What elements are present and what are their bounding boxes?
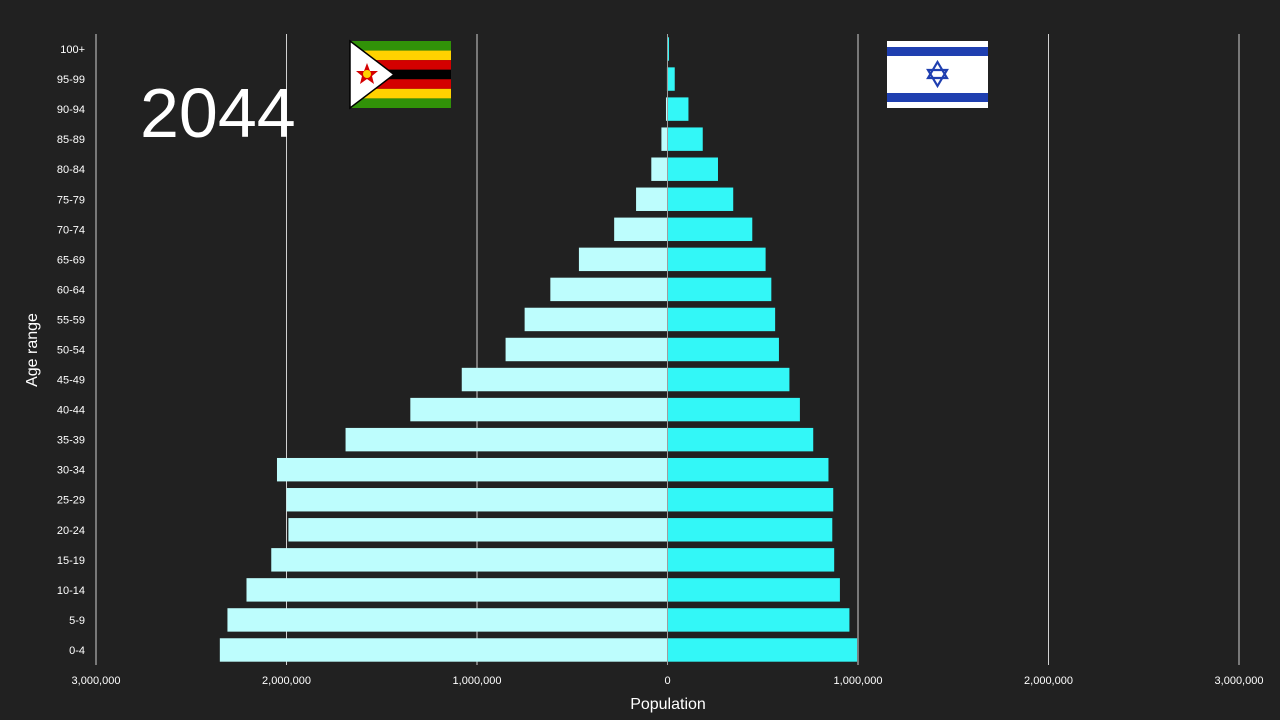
y-tick-label: 25-29 [57, 495, 85, 507]
bar-zimbabwe-90-94 [665, 97, 668, 121]
bar-zimbabwe-0-4 [219, 638, 668, 662]
y-tick-label: 10-14 [57, 585, 85, 597]
bar-israel-65-69 [667, 247, 766, 272]
bar-zimbabwe-60-64 [550, 277, 668, 302]
bar-zimbabwe-10-14 [246, 578, 668, 602]
y-tick-label: 65-69 [57, 254, 85, 266]
y-tick-label: 95-99 [57, 74, 85, 86]
x-tick-label: 2,000,000 [1024, 675, 1073, 687]
y-tick-label: 35-39 [57, 435, 85, 447]
bar-zimbabwe-5-9 [227, 608, 668, 632]
x-axis-title: Population [630, 696, 706, 713]
bar-zimbabwe-45-49 [461, 367, 668, 392]
bar-israel-15-19 [667, 548, 835, 572]
bar-israel-45-49 [667, 367, 790, 392]
y-tick-label: 15-19 [57, 555, 85, 567]
bar-zimbabwe-50-54 [505, 337, 668, 362]
bar-israel-75-79 [667, 187, 734, 211]
bar-israel-60-64 [667, 277, 772, 302]
bar-israel-100+ [667, 37, 670, 61]
x-tick-label: 2,000,000 [262, 675, 311, 687]
y-tick-label: 70-74 [57, 224, 85, 236]
bar-zimbabwe-20-24 [288, 518, 668, 542]
bar-israel-90-94 [667, 97, 689, 121]
y-tick-label: 50-54 [57, 345, 85, 357]
bar-zimbabwe-30-34 [276, 457, 668, 482]
y-tick-label: 55-59 [57, 314, 85, 326]
bar-zimbabwe-85-89 [661, 127, 668, 151]
israel-flag-icon [887, 41, 988, 108]
y-tick-label: 30-34 [57, 465, 85, 477]
x-tick-label: 0 [664, 675, 670, 687]
grid-layer [95, 34, 1240, 665]
y-tick-label: 75-79 [57, 194, 85, 206]
y-axis-title: Age range [24, 313, 41, 387]
y-tick-label: 85-89 [57, 134, 85, 146]
bar-israel-40-44 [667, 397, 800, 422]
bar-israel-20-24 [667, 518, 833, 542]
bar-zimbabwe-40-44 [410, 397, 668, 422]
bar-zimbabwe-55-59 [524, 307, 668, 332]
zimbabwe-flag-icon [349, 39, 451, 110]
bar-layer [219, 34, 858, 665]
y-tick-label: 60-64 [57, 284, 85, 296]
bar-israel-5-9 [667, 608, 850, 632]
bar-zimbabwe-15-19 [271, 548, 668, 572]
bar-israel-35-39 [667, 427, 814, 452]
x-tick-label: 1,000,000 [834, 675, 883, 687]
bar-israel-30-34 [667, 457, 829, 482]
y-tick-label: 0-4 [69, 645, 85, 657]
bar-zimbabwe-65-69 [578, 247, 668, 272]
x-tick-label: 3,000,000 [1215, 675, 1264, 687]
bar-israel-70-74 [667, 217, 753, 242]
x-tick-labels: 3,000,000 2,000,000 1,000,000 0 1,000,000 2,0… [72, 675, 1264, 687]
y-tick-label: 40-44 [57, 405, 85, 417]
bar-zimbabwe-75-79 [636, 187, 668, 211]
bar-israel-55-59 [667, 307, 776, 332]
bar-israel-25-29 [667, 488, 834, 512]
bar-israel-50-54 [667, 337, 779, 362]
y-tick-label: 5-9 [69, 615, 85, 627]
y-tick-label: 80-84 [57, 164, 85, 176]
bar-israel-10-14 [667, 578, 840, 602]
year-label: 2044 [140, 74, 296, 152]
y-tick-label: 90-94 [57, 104, 85, 116]
bar-zimbabwe-35-39 [345, 427, 668, 452]
bar-israel-0-4 [667, 638, 858, 662]
bar-zimbabwe-25-29 [286, 488, 668, 512]
bar-israel-80-84 [667, 157, 718, 181]
y-tick-label: 100+ [60, 44, 85, 56]
bar-zimbabwe-70-74 [614, 217, 668, 242]
bar-zimbabwe-80-84 [651, 157, 668, 181]
x-tick-label: 3,000,000 [72, 675, 121, 687]
bar-israel-85-89 [667, 127, 703, 151]
y-tick-label: 20-24 [57, 525, 85, 537]
bar-israel-95-99 [667, 67, 675, 91]
y-tick-labels: 0-4 5-9 10-14 15-19 20-24 25-29 30-34 35-39 40-4… [57, 44, 85, 657]
x-tick-label: 1,000,000 [453, 675, 502, 687]
y-tick-label: 45-49 [57, 375, 85, 387]
